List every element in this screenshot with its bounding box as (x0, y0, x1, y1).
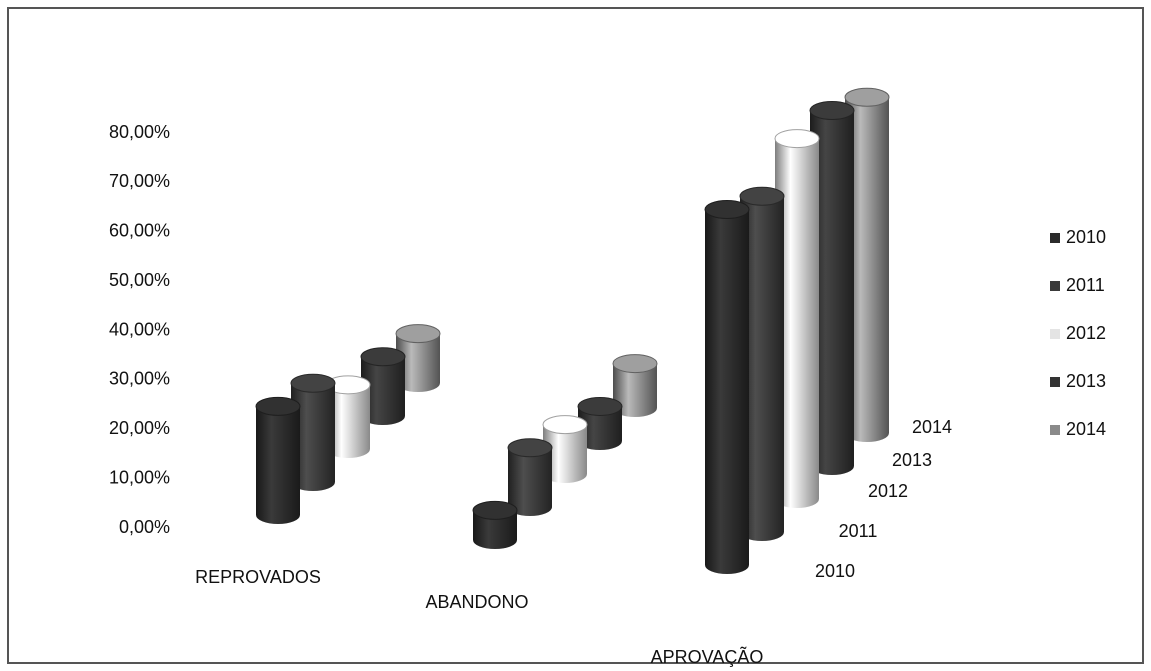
chart-frame (7, 7, 1144, 664)
bar-top (774, 129, 820, 149)
legend-swatch (1050, 425, 1060, 435)
bar-top (577, 396, 623, 416)
x-tick-label: APROVAÇÃO (651, 646, 764, 667)
legend-swatch (1050, 377, 1060, 387)
bar-top (809, 101, 855, 120)
legend-label: 2014 (1066, 419, 1106, 439)
y-tick-label: 70,00% (109, 171, 170, 191)
bar-top (255, 396, 301, 416)
legend-label: 2013 (1066, 371, 1106, 391)
x-tick-label: REPROVADOS (195, 567, 321, 587)
y-tick-label: 30,00% (109, 369, 170, 389)
legend-swatch (1050, 329, 1060, 339)
y-tick-label: 80,00% (109, 122, 170, 142)
bar-top (739, 186, 785, 206)
depth-label: 2014 (912, 417, 952, 437)
bar (508, 447, 552, 507)
bar-top (612, 354, 658, 374)
bar (256, 406, 300, 515)
y-tick-label: 10,00% (109, 467, 170, 487)
bar-top (290, 373, 336, 393)
y-tick-label: 50,00% (109, 270, 170, 290)
depth-label: 2012 (868, 481, 908, 501)
legend-swatch (1050, 233, 1060, 243)
bar-top (507, 438, 553, 458)
bar-top (704, 200, 750, 219)
legend-label: 2011 (1066, 275, 1105, 295)
bar (705, 209, 749, 565)
y-tick-label: 40,00% (109, 319, 170, 339)
legend-swatch (1050, 281, 1060, 291)
x-tick-label: ABANDONO (425, 592, 528, 612)
depth-label: 2011 (839, 521, 878, 541)
bar-top (542, 415, 588, 435)
bar-top (395, 324, 441, 344)
y-tick-label: 20,00% (109, 418, 170, 438)
bar-top (472, 500, 518, 520)
bar-top (844, 87, 890, 107)
y-tick-label: 60,00% (109, 221, 170, 241)
bar-top (360, 347, 406, 367)
y-tick-label: 0,00% (119, 517, 170, 537)
depth-label: 2013 (892, 450, 932, 470)
legend-label: 2010 (1066, 227, 1106, 247)
depth-label: 2010 (815, 561, 855, 581)
legend-label: 2012 (1066, 323, 1106, 343)
